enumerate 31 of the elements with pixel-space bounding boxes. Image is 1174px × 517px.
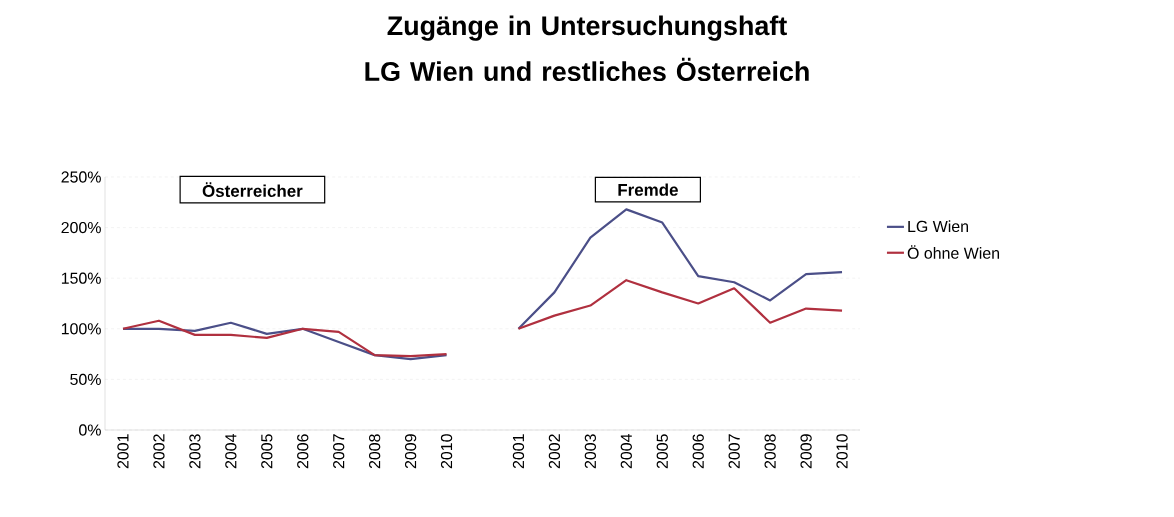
x-tick-label: 2003 [584, 434, 597, 469]
y-tick-label: 250% [61, 171, 101, 183]
x-tick-label: 2009 [404, 434, 417, 469]
y-tick-label: 150% [61, 272, 101, 284]
x-tick-label: 2004 [620, 434, 632, 469]
x-tick-label: 2008 [369, 434, 381, 469]
x-tick-label: 2004 [225, 434, 237, 469]
y-tick-label: 50% [70, 373, 101, 386]
y-tick-label: 100% [61, 323, 101, 335]
x-tick-label: 2001 [512, 434, 525, 469]
x-tick-label: 2008 [764, 434, 776, 469]
annotation: Fremde [618, 183, 678, 196]
x-tick-label: 2006 [297, 434, 309, 469]
y-tick-label: 0% [79, 424, 101, 436]
x-tick-label: 2010 [836, 434, 848, 469]
x-tick-label: 2003 [189, 434, 201, 469]
x-tick-label: 2006 [692, 434, 704, 469]
x-tick-label: 2002 [153, 434, 165, 469]
x-tick-label: 2001 [117, 434, 129, 469]
x-tick-label: 2010 [440, 434, 453, 469]
y-tick-label: 200% [61, 221, 101, 234]
chart-title: Zugänge in Untersuchungshaft LG Wien und restliches Österreich [365, 15, 809, 82]
x-tick-label: 2007 [333, 434, 345, 469]
legend-label: Ö ohne Wien [907, 245, 1000, 259]
x-tick-label: 2007 [728, 434, 740, 469]
annotation: Österreicher [202, 182, 303, 197]
x-tick-label: 2005 [656, 434, 668, 469]
x-tick-label: 2009 [800, 434, 812, 469]
x-tick-label: 2002 [548, 434, 561, 469]
x-tick-label: 2005 [261, 434, 273, 469]
legend-label: LG Wien [908, 220, 968, 233]
